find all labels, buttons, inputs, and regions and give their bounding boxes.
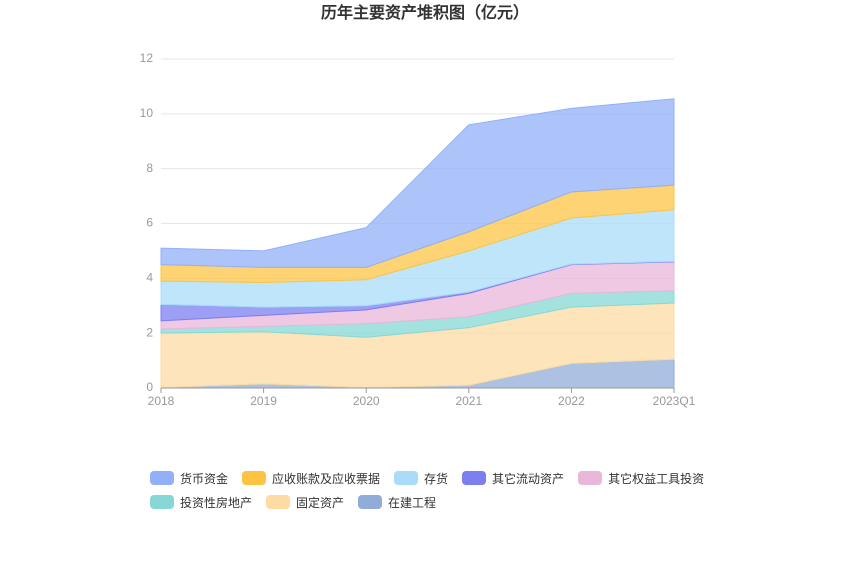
legend-label: 存货 — [424, 471, 449, 486]
legend-swatch — [462, 471, 487, 485]
legend-swatch — [358, 495, 383, 509]
legend-swatch — [242, 471, 267, 485]
legend-label: 货币资金 — [180, 471, 229, 486]
legend-item[interactable]: 应收账款及应收票据 — [242, 470, 380, 486]
x-tick-label: 2018 — [148, 394, 175, 408]
legend-label: 其它权益工具投资 — [608, 471, 705, 486]
y-tick-label: 8 — [146, 161, 153, 175]
legend-swatch — [150, 495, 174, 509]
legend-swatch — [266, 495, 291, 509]
y-tick-label: 10 — [140, 106, 154, 120]
legend-label: 应收账款及应收票据 — [272, 471, 381, 486]
legend-swatch — [150, 471, 174, 485]
legend-label: 投资性房地产 — [180, 495, 253, 510]
x-tick-label: 2023Q1 — [653, 394, 696, 408]
legend-label: 其它流动资产 — [492, 471, 565, 486]
y-tick-label: 12 — [140, 51, 154, 65]
x-tick-label: 2020 — [353, 394, 380, 408]
legend: 货币资金 应收账款及应收票据 存货 其它流动资产 其它权益工具投资投资性房地产 固定资产 在… — [150, 470, 710, 510]
y-tick-label: 2 — [146, 325, 153, 339]
y-tick-label: 4 — [146, 271, 153, 285]
legend-item[interactable]: 其它流动资产 — [462, 470, 564, 486]
legend-swatch — [578, 471, 603, 485]
chart-title: 历年主要资产堆积图（亿元） — [321, 3, 529, 22]
legend-label: 在建工程 — [388, 495, 437, 510]
chart: 历年主要资产堆积图（亿元） 0 2 4 6 8 10 12 2018 2019 2020 2021 2… — [140, 3, 696, 408]
y-tick-label: 6 — [146, 216, 153, 230]
legend-item[interactable]: 投资性房地产 — [150, 494, 252, 510]
x-tick-label: 2019 — [250, 394, 277, 408]
legend-item[interactable]: 固定资产 — [266, 494, 344, 510]
y-tick-label: 0 — [146, 380, 153, 394]
legend-item[interactable]: 存货 — [394, 470, 448, 486]
x-tick-label: 2021 — [455, 394, 482, 408]
legend-label: 固定资产 — [296, 495, 345, 510]
legend-item[interactable]: 其它权益工具投资 — [578, 470, 704, 486]
legend-swatch — [394, 471, 419, 485]
x-tick-label: 2022 — [558, 394, 585, 408]
area — [160, 98, 675, 268]
legend-item[interactable]: 货币资金 — [150, 470, 228, 486]
legend-item[interactable]: 在建工程 — [358, 494, 436, 510]
